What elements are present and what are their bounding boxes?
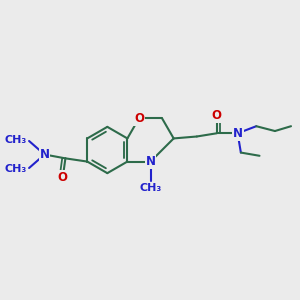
Text: N: N <box>146 155 155 168</box>
Text: O: O <box>212 109 222 122</box>
Text: CH₃: CH₃ <box>140 183 162 194</box>
Text: N: N <box>232 127 243 140</box>
Text: CH₃: CH₃ <box>5 164 27 174</box>
Text: O: O <box>58 170 68 184</box>
Text: N: N <box>40 148 50 161</box>
Text: O: O <box>134 112 144 125</box>
Text: CH₃: CH₃ <box>5 135 27 145</box>
